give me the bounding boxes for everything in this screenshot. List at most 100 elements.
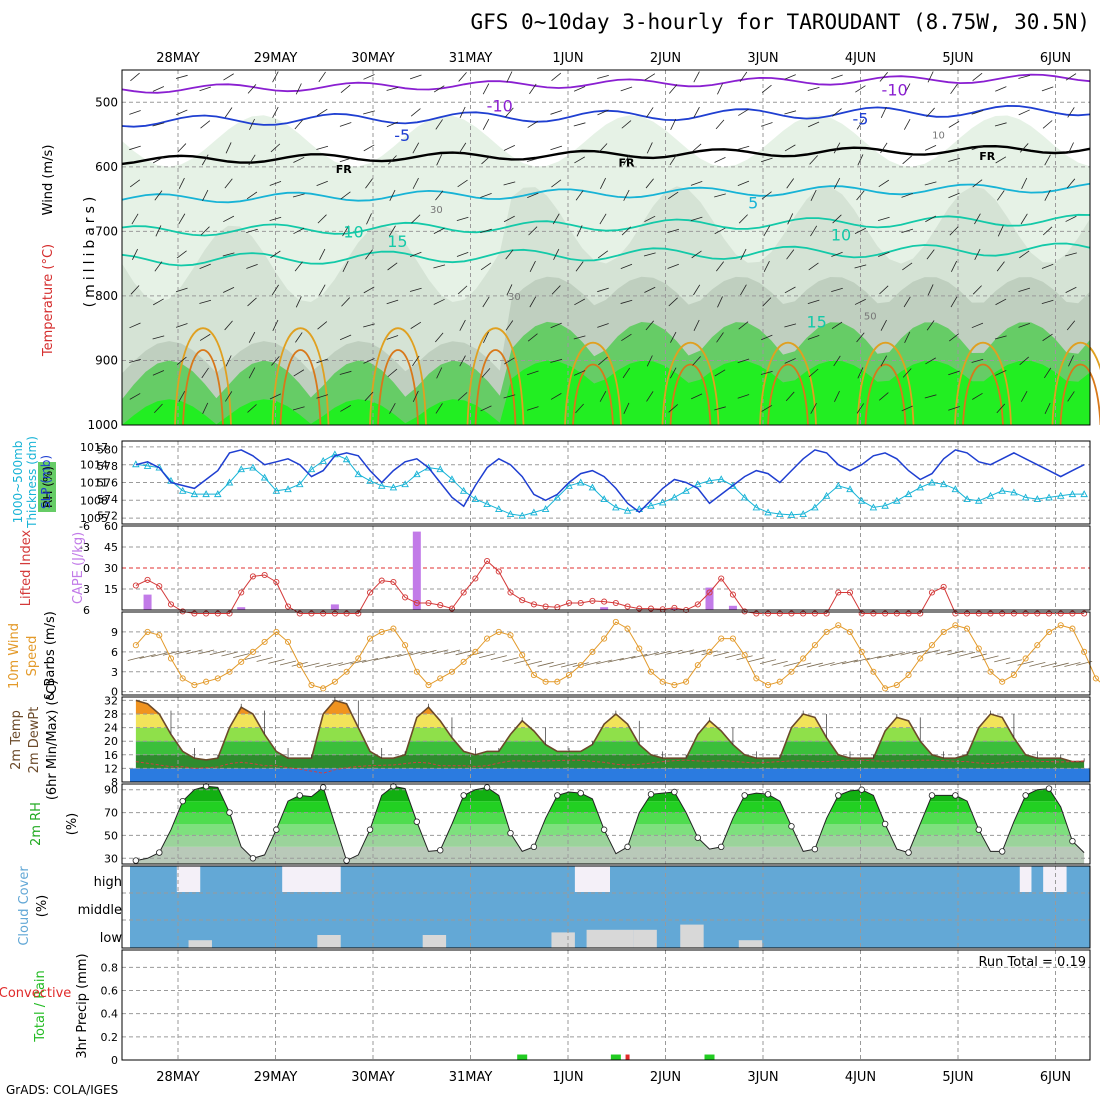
thickness-marker [565,481,573,489]
wind-barb [761,334,773,341]
wind-barb [926,107,935,118]
wind-barb [904,331,911,343]
wind-barb [223,73,234,81]
wind10m-marker [999,678,1006,685]
wind10m-barb [455,650,472,656]
wind10m-marker [659,678,666,685]
li-marker [870,610,877,617]
wind-barb [482,296,490,308]
wind10m-barb [174,649,191,655]
wind-barb [365,178,373,189]
wind-barb [716,261,724,272]
thickness-marker [143,461,152,469]
wind10m-barb [268,659,285,664]
thickness-marker [670,493,679,501]
rh2m-marker [647,791,655,798]
li-marker [940,583,947,590]
wind-barb [667,263,679,269]
wind-barb [269,216,282,221]
temp-band [135,754,1085,769]
wind-barb [996,261,1005,272]
wind-barb [927,284,934,296]
wind-barb [575,403,584,414]
wind-barb [670,331,677,343]
wind-barb [223,286,235,293]
li-marker [355,610,362,617]
thickness-marker [471,495,480,503]
temp-contour-warm [466,327,525,426]
wind10m-barb [900,650,917,656]
wind10m-marker [987,668,994,675]
thickness-marker [623,506,632,514]
li-marker [1057,610,1064,617]
temp-contour-warm [864,363,907,426]
wind10m-marker [870,668,877,675]
wind-barb [129,145,141,151]
wind-barb [316,394,329,399]
li-marker [577,599,584,607]
wind-barb [831,287,843,292]
rh2m-marker [928,792,936,799]
li-marker [296,610,303,617]
wind-barb [551,72,562,82]
wind-barb [458,72,467,82]
wind-barb [409,287,422,292]
precip-bar [704,1054,715,1060]
y-tick-label-li: 0 [83,562,90,575]
thickness-marker [1056,491,1065,499]
contour-label: -10 [882,80,908,99]
wind-barb [1044,189,1051,201]
wind10m-marker [495,628,502,635]
wind-barb [717,83,723,95]
wind-barb [480,192,492,198]
temp2m-y-label: 2m Temp 2m DewPt (6hr Min/Max) (°C) [9,680,60,800]
wind10m-marker [671,681,678,689]
thickness-marker [225,478,234,486]
wind10m-marker [776,678,783,685]
wind-barb [972,179,983,188]
li-marker [1045,610,1053,617]
wind10m-marker [1045,628,1053,635]
y-tick-label-precip: 0.2 [101,1031,119,1044]
wind-barb [902,155,913,165]
wind10m-barb [256,657,273,662]
precip-y-label: 3hr Precip (mm) Total / Rain [33,953,90,1058]
wind10m-marker [144,628,151,635]
thickness-marker [881,501,889,509]
wind10m-barb [1017,660,1034,666]
wind10m-marker [1092,675,1099,682]
label-wind10m: 10m Wind [7,623,22,689]
cloud-frame [121,865,1091,949]
wind-barb [1018,109,1030,116]
wind-barb [317,214,327,224]
li-marker [167,601,175,608]
wind10m-barb [315,662,332,668]
wind10m-barb [350,659,367,665]
wind-barb [740,284,747,296]
wind10m-marker [683,678,690,685]
wind-barb [551,285,561,295]
li-marker [203,610,210,617]
rh2m-marker [764,791,772,798]
low-cloud-gap [738,940,763,948]
li-marker [753,610,760,617]
cape-bar [670,608,679,610]
wind-barb [573,122,586,127]
wind-barb [972,285,982,295]
low-cloud-gap [633,929,657,948]
wind-barb [644,73,656,81]
wind-barb [433,298,445,305]
wind-barb [457,285,468,295]
wind-barb [132,248,138,260]
wind-barb [152,122,165,127]
wind-barb [831,321,843,330]
thickness-marker [822,491,831,499]
wind-barb [178,213,186,225]
wind-barb [201,367,209,379]
wind-barb [294,119,304,130]
wind-barb [529,296,537,308]
li-marker [718,575,725,582]
wind-barb [294,261,303,272]
label-precip: 3hr Precip (mm) [75,953,90,1058]
li-marker [764,610,772,617]
